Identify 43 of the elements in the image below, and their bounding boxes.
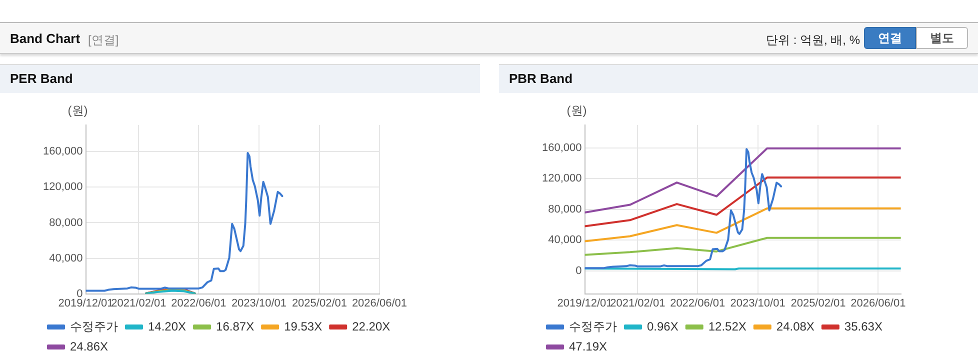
text: 연결: [864, 27, 916, 49]
legend-label: 수정주가: [70, 319, 118, 334]
y-axis-title: (원): [68, 103, 88, 118]
text: Band Chart: [10, 31, 80, 46]
x-tick-label: 2022/06/01: [670, 297, 726, 310]
x-tick-label: 2022/06/01: [171, 297, 226, 310]
text: 별도: [916, 27, 968, 49]
legend-label: 14.20X: [148, 319, 186, 334]
y-tick-label: 40,000: [49, 252, 83, 264]
legend-label: 24.86X: [70, 339, 108, 354]
y-tick-label: 160,000: [42, 146, 83, 158]
x-tick-label: 2025/02/01: [292, 297, 347, 310]
x-tick-label: 2026/06/01: [352, 297, 408, 310]
x-tick-label: 2023/10/01: [231, 297, 286, 310]
y-tick-label: 120,000: [542, 172, 582, 185]
y-tick-label: 40,000: [548, 234, 582, 246]
legend-label: 수정주가: [569, 319, 617, 334]
legend-label: 0.96X: [647, 319, 678, 334]
y-tick-label: 0: [76, 288, 83, 300]
x-tick-label: 2021/02/01: [111, 297, 166, 310]
text: [연결]: [88, 32, 119, 49]
y-tick-label: 0: [576, 264, 582, 277]
legend-label: 47.19X: [569, 339, 608, 354]
x-tick-label: 2019/12/01: [557, 297, 612, 310]
x-tick-label: 2026/06/01: [850, 297, 906, 310]
y-tick-label: 80,000: [548, 203, 582, 216]
y-tick-label: 120,000: [42, 181, 83, 194]
x-tick-label: 2025/02/01: [790, 297, 846, 310]
y-tick-label: 80,000: [49, 216, 83, 229]
chart-title: PER Band: [0, 65, 480, 93]
legend-label: 19.53X: [284, 319, 322, 334]
legend-label: 24.08X: [776, 319, 814, 334]
x-tick-label: 2021/02/01: [610, 297, 666, 310]
x-tick-label: 2019/12/01: [58, 297, 114, 310]
legend-label: 35.63X: [844, 319, 882, 334]
y-tick-label: 160,000: [542, 142, 582, 154]
y-axis-title: (원): [566, 103, 587, 118]
legend-label: 16.87X: [216, 319, 254, 334]
chart-title: PBR Band: [499, 65, 978, 93]
text: 단위 : 억원, 배, %: [766, 32, 860, 49]
legend-label: 22.20X: [352, 319, 390, 334]
legend-label: 12.52X: [708, 319, 746, 334]
x-tick-label: 2023/10/01: [730, 297, 786, 310]
